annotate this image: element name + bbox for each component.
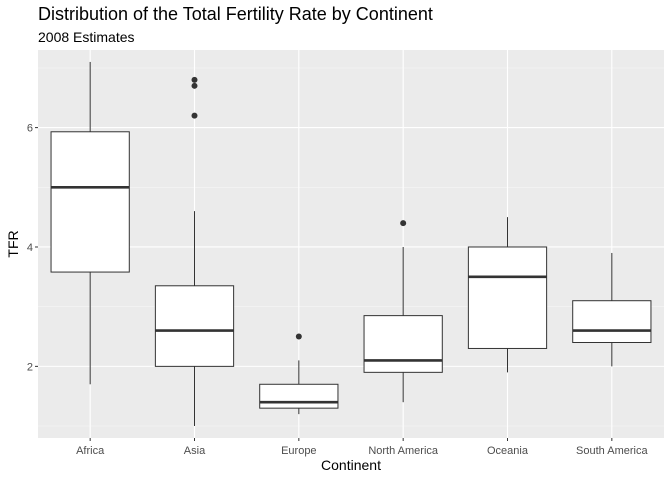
y-tick-label: 2 (27, 361, 33, 373)
x-tick-label: South America (576, 445, 648, 457)
outlier-point (295, 333, 302, 340)
x-tick-label: Oceania (487, 445, 529, 457)
x-tick-label: Africa (76, 445, 105, 457)
boxes (50, 61, 652, 427)
box (259, 383, 339, 409)
y-axis-title: TFR (5, 230, 21, 257)
box (363, 315, 443, 373)
y-tick-label: 4 (27, 242, 33, 254)
outlier-point (400, 220, 407, 227)
plot-panel (38, 50, 664, 438)
y-tick-label: 6 (27, 123, 33, 135)
box (572, 300, 652, 343)
x-axis: Africa Asia Europe North America Oceania Sout… (76, 438, 648, 457)
x-tick-label: Europe (281, 445, 316, 457)
box (50, 131, 130, 273)
x-tick-label: North America (368, 445, 439, 457)
outlier-point (191, 76, 198, 83)
outlier-point (191, 112, 198, 119)
x-axis-title: Continent (321, 457, 381, 473)
x-tick-label: Asia (184, 445, 206, 457)
outlier-point (191, 82, 198, 89)
chart-subtitle: 2008 Estimates (38, 29, 135, 45)
box (467, 246, 548, 349)
y-axis: 2 4 6 (27, 123, 38, 373)
chart-title: Distribution of the Total Fertility Rate… (38, 4, 433, 24)
box (154, 285, 235, 367)
